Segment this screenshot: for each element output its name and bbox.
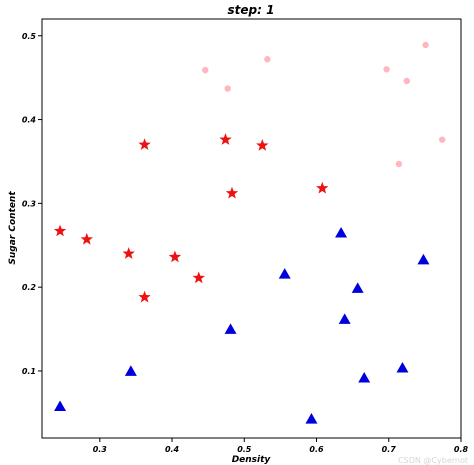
- y-tick-label: 0.1: [22, 367, 36, 376]
- triangle-marker: [54, 400, 67, 412]
- triangle-marker: [417, 253, 430, 265]
- circle-marker: [383, 66, 390, 73]
- circle-marker: [224, 85, 231, 92]
- circle-marker: [422, 41, 429, 49]
- plot-area: [53, 41, 446, 424]
- star-marker: [225, 186, 239, 199]
- y-tick-label: 0.3: [22, 199, 37, 208]
- triangle-marker: [278, 268, 291, 279]
- x-tick-label: 0.5: [237, 445, 252, 454]
- x-tick-label: 0.7: [382, 445, 397, 454]
- triangle-marker: [335, 227, 348, 238]
- y-tick-label: 0.5: [22, 32, 37, 41]
- triangle-marker: [224, 323, 237, 334]
- triangle-marker: [396, 361, 409, 373]
- star-marker: [192, 271, 205, 284]
- star-marker: [256, 139, 269, 151]
- triangle-marker: [351, 282, 364, 293]
- y-axis: 0.1 0.2 0.3 0.4 0.5: [22, 32, 42, 376]
- watermark: CSDN @Cybernot: [398, 456, 468, 465]
- x-tick-label: 0.3: [93, 445, 108, 454]
- y-tick-label: 0.4: [22, 116, 37, 125]
- triangle-marker: [124, 365, 137, 376]
- x-tick-label: 0.6: [309, 445, 324, 454]
- x-axis-label: Density: [232, 455, 272, 465]
- chart-title: step: 1: [228, 3, 275, 17]
- y-axis-label: Sugar Content: [8, 191, 18, 265]
- circle-marker: [403, 77, 411, 85]
- star-marker: [138, 290, 151, 303]
- star-marker: [138, 138, 151, 150]
- x-tick-label: 0.8: [454, 445, 469, 454]
- plot-frame: [41, 18, 462, 439]
- star-marker: [168, 250, 182, 263]
- triangle-marker: [338, 313, 351, 324]
- star-marker: [80, 232, 93, 245]
- triangle-marker: [358, 372, 371, 383]
- circle-marker: [439, 136, 446, 143]
- triangle-marker: [305, 413, 318, 424]
- star-marker: [53, 224, 67, 237]
- star-marker: [122, 247, 135, 259]
- x-axis: 0.3 0.4 0.5 0.6 0.7 0.8: [93, 438, 469, 454]
- circle-marker: [395, 160, 403, 168]
- star-marker: [219, 133, 232, 145]
- star-marker: [316, 181, 329, 194]
- y-tick-label: 0.2: [22, 283, 37, 292]
- circle-marker: [264, 56, 271, 63]
- x-tick-label: 0.4: [165, 445, 180, 454]
- circle-marker: [202, 66, 209, 74]
